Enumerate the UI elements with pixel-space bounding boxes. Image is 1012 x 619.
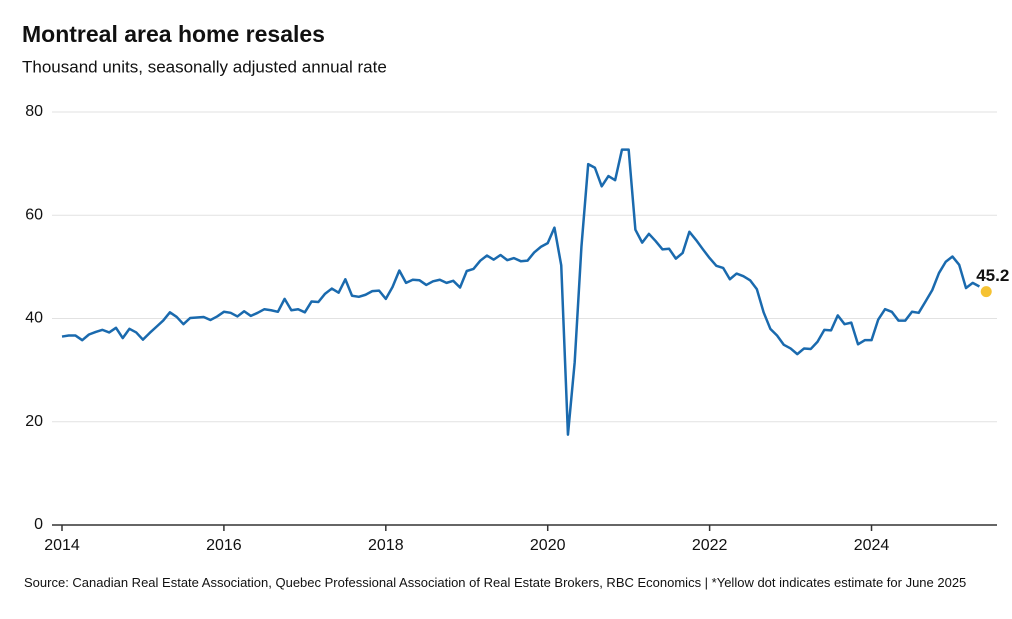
- x-tick-label: 2022: [692, 537, 728, 554]
- y-tick-label: 20: [25, 413, 43, 430]
- line: [61, 148, 981, 436]
- y-tick-label: 40: [25, 310, 43, 327]
- estimate-dot: [980, 286, 992, 298]
- y-tick-label: 0: [34, 516, 43, 533]
- y-tick-label: 80: [25, 103, 43, 120]
- x-tick-label: 2024: [854, 537, 890, 554]
- x-tick-label: 2020: [530, 537, 566, 554]
- chart-subtitle: Thousand units, seasonally adjusted annu…: [22, 57, 387, 76]
- x-tick-label: 2018: [368, 537, 404, 554]
- x-tick-label: 2016: [206, 537, 242, 554]
- y-tick-label: 60: [25, 206, 43, 223]
- x-tick-label: 2014: [44, 537, 80, 554]
- data-label: 45.2: [976, 266, 1009, 285]
- chart-title: Montreal area home resales: [22, 21, 325, 47]
- source-note: Source: Canadian Real Estate Association…: [24, 575, 967, 590]
